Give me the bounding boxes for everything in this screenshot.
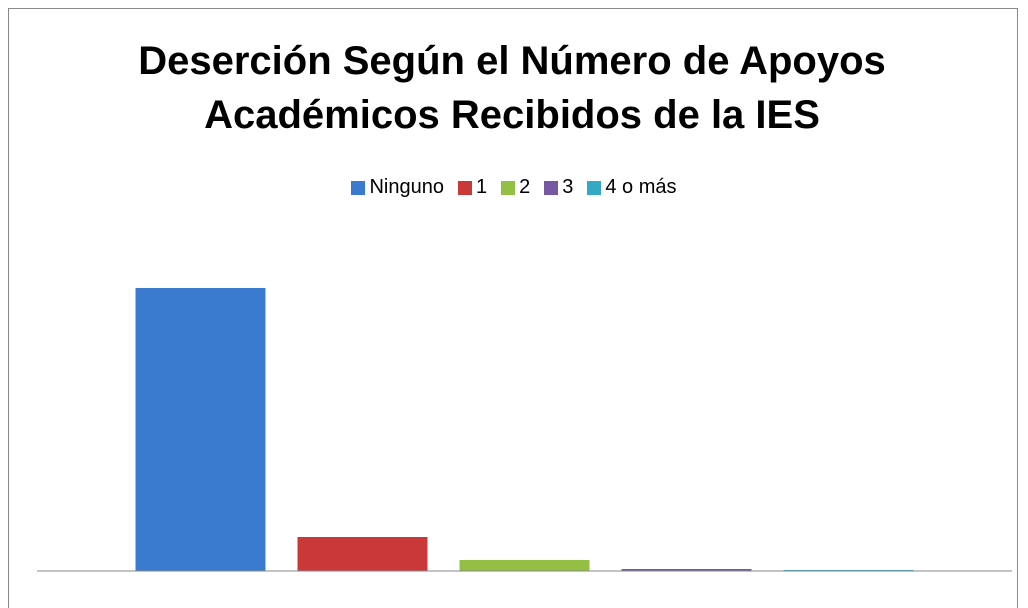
legend-label: 1 [475,176,488,198]
bar [459,560,590,571]
legend-swatch [457,180,472,195]
legend-label: 2 [519,176,531,198]
chart-title: Deserción Según el Número de Apoyos Acad… [138,39,886,137]
legend-swatch [544,180,559,195]
legend-item: 4 o más [587,176,677,199]
bar [297,537,428,571]
chart-frame [8,8,1018,608]
bar [621,569,752,571]
legend-swatch [587,180,602,195]
legend-item: Ninguno [351,176,444,199]
legend-item: 3 [544,176,573,199]
legend-item: 2 [501,176,530,199]
bar [135,288,266,571]
legend-label: Ninguno [369,176,444,198]
legend-item: 1 [457,176,488,199]
legend-swatch [501,180,516,195]
legend: Ninguno 1 2 3 4 o más [0,176,1028,199]
legend-swatch [351,180,366,195]
legend-label: 3 [562,176,574,198]
legend-label: 4 o más [605,176,677,198]
